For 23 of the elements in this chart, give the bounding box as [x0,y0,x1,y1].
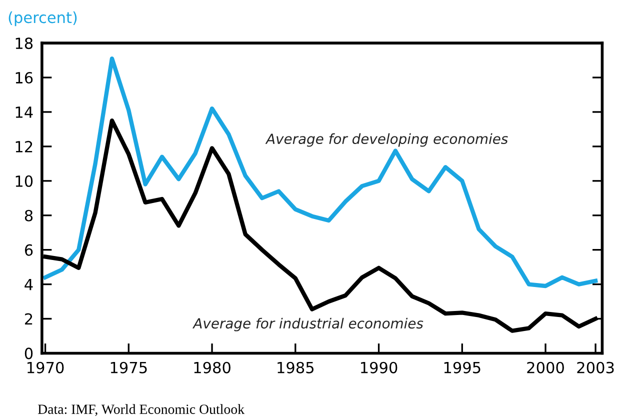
x-tick-label: 1970 [28,362,64,374]
x-tick-label: 1975 [110,362,147,374]
x-tick-label: 1980 [194,362,230,374]
y-tick-label: 10 [16,175,33,187]
y-tick-label: 4 [24,278,33,290]
x-tick-label: 2003 [577,362,614,374]
y-tick-label: 16 [16,72,33,84]
x-tick-label: 2000 [527,362,564,374]
y-tick-label: 8 [24,210,33,222]
y-tick-label: 14 [16,106,33,118]
y-tick-label: 0 [24,348,33,360]
y-tick-label: 2 [25,313,32,325]
y-axis-title: (percent) [8,11,77,26]
x-tick-label: 1995 [444,362,480,374]
y-tick-label: 18 [16,38,33,50]
line-series [43,56,598,288]
text: Data: IMF, World Economic Outlook [38,404,245,416]
x-tick-label: 1990 [361,362,398,374]
series-label: Average for industrial economies [192,318,424,332]
y-tick-label: 12 [16,140,32,152]
y-tick-label: 6 [24,244,33,256]
series-label: Average for developing economies [265,133,508,147]
x-tick-label: 1985 [278,362,314,374]
